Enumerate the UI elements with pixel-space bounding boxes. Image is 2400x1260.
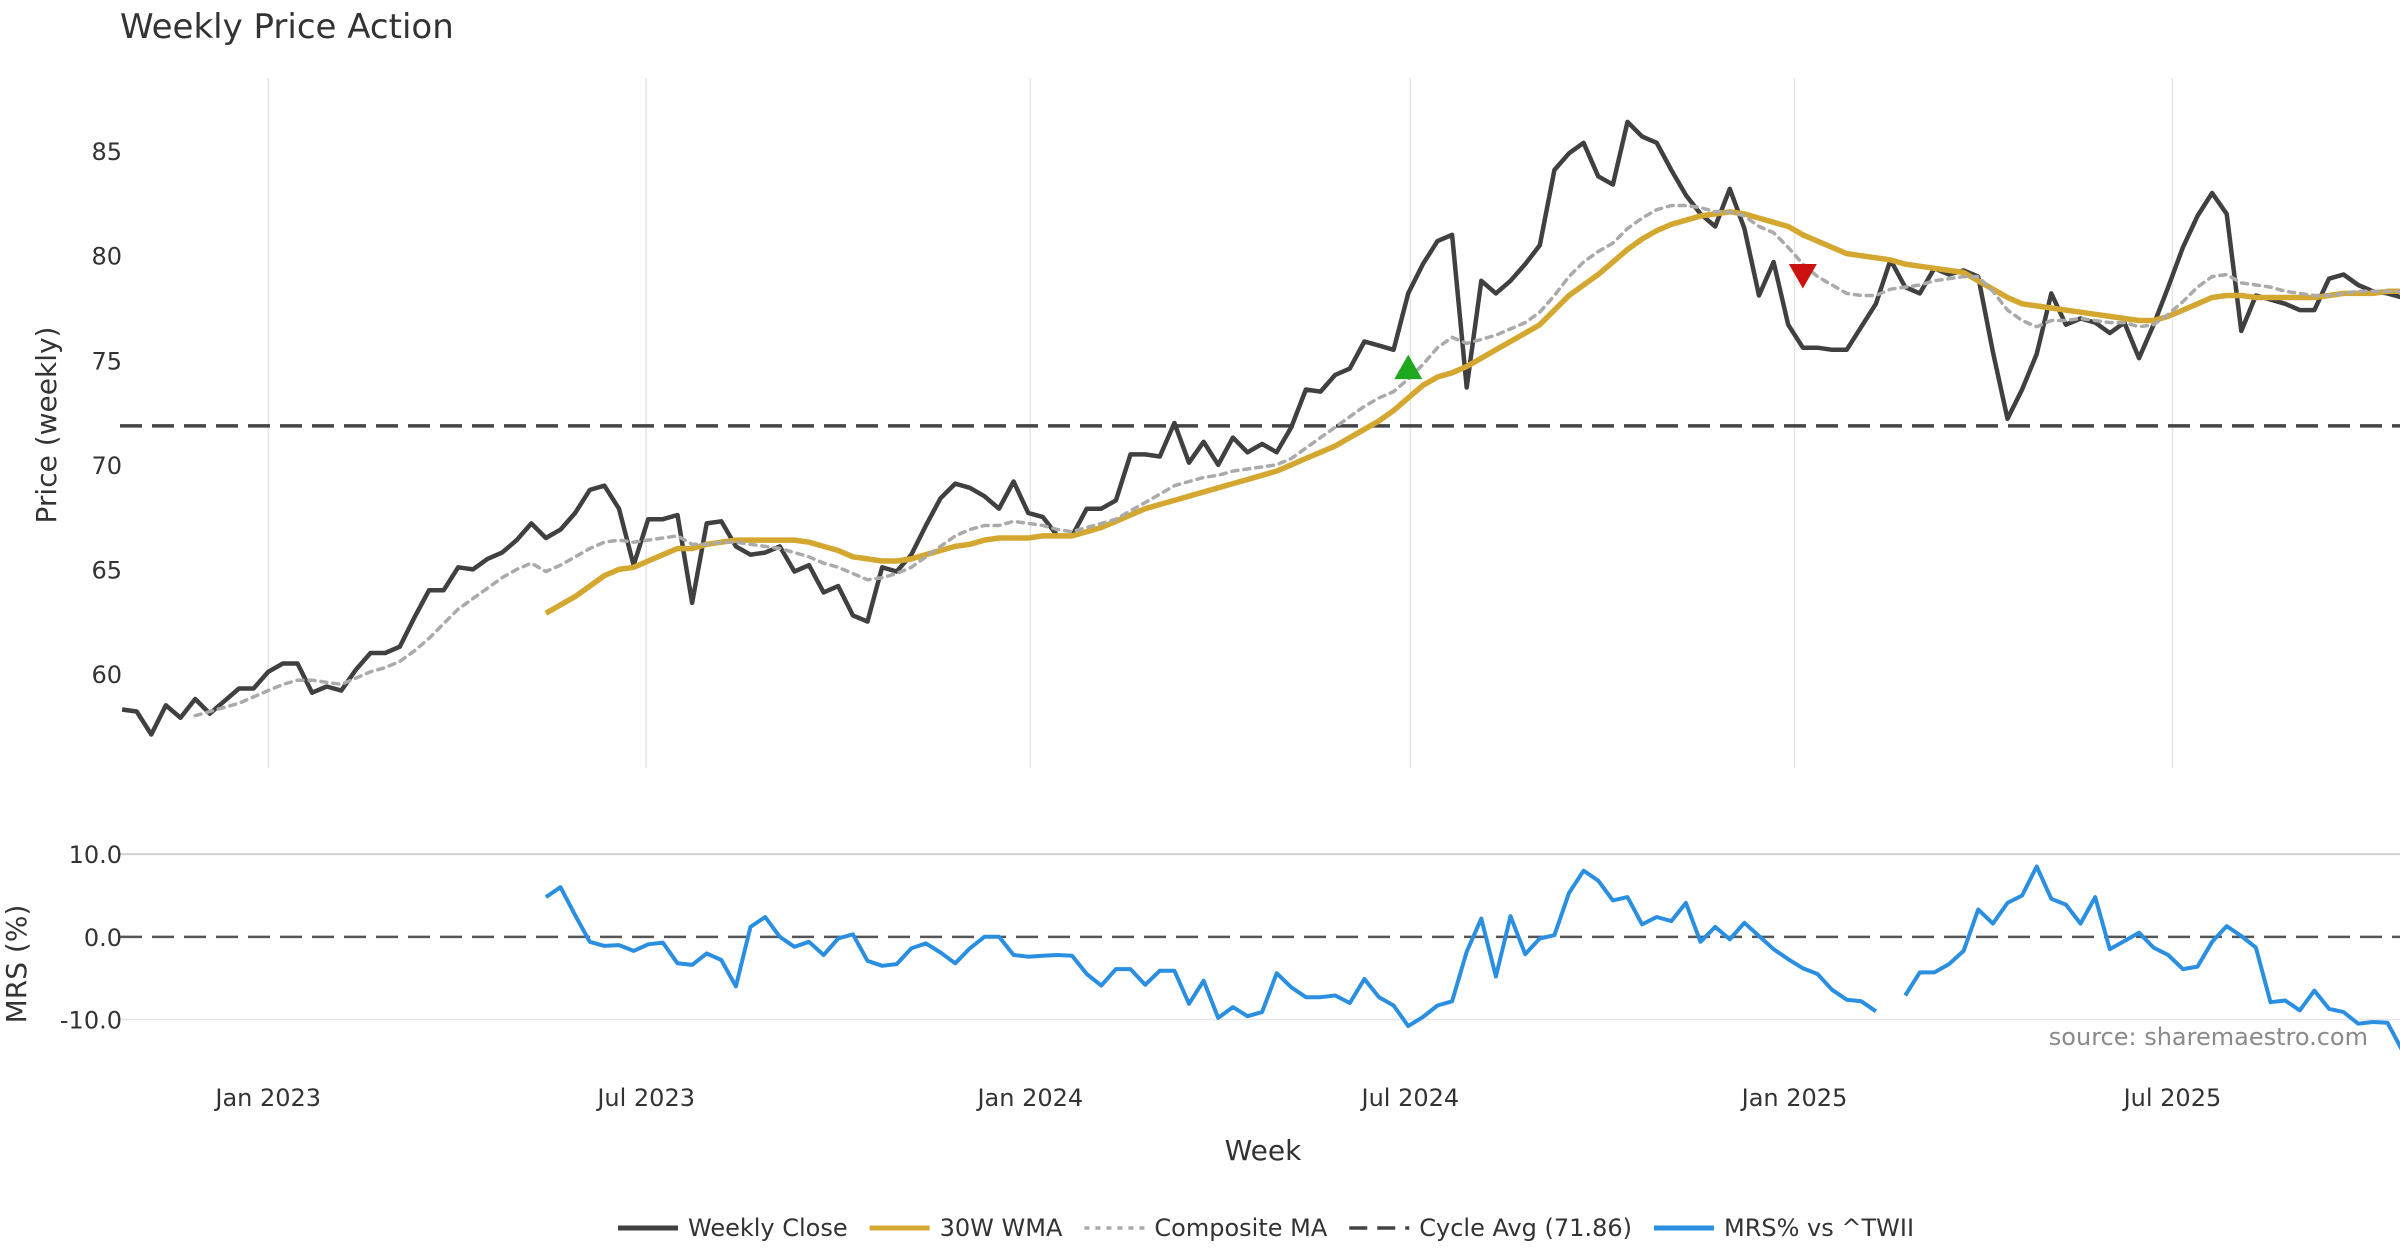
series-mrs-vs-twii — [544, 864, 2400, 1051]
source-credit: source: sharemaestro.com — [2049, 1023, 2368, 1051]
mrs-grid — [120, 853, 2400, 1021]
price-series — [121, 119, 2400, 737]
price-y-tick-label: 65 — [91, 556, 122, 584]
legend-label: Weekly Close — [688, 1214, 848, 1242]
price-y-tick-label: 85 — [91, 138, 122, 166]
sell-signal-marker — [1788, 264, 1817, 289]
x-axis-label: Week — [1225, 1134, 1302, 1167]
mrs-series — [544, 864, 2400, 1051]
legend-label: Composite MA — [1154, 1214, 1327, 1242]
price-y-tick-label: 70 — [91, 452, 122, 480]
series-30w-wma — [544, 209, 2400, 616]
price-y-tick-label: 75 — [91, 347, 122, 375]
x-tick-label: Jan 2025 — [1740, 1084, 1848, 1112]
legend-label: 30W WMA — [940, 1214, 1063, 1242]
price-y-ticks: 60 65 70 75 80 85 — [91, 138, 122, 689]
mrs-y-ticks: 10.0 0.0 -10.0 — [60, 841, 122, 1034]
x-axis-ticks: Jan 2023 Jul 2023 Jan 2024 Jul 2024 Jan 2025… — [213, 1084, 2221, 1112]
x-tick-label: Jul 2025 — [2122, 1084, 2222, 1112]
mrs-y-axis-label: MRS (%) — [0, 905, 33, 1024]
legend-label: Cycle Avg (71.86) — [1419, 1214, 1632, 1242]
buy-signal-marker — [1394, 354, 1423, 380]
price-y-axis-label: Price (weekly) — [30, 327, 63, 524]
price-grid — [267, 78, 2174, 768]
legend: Weekly Close 30W WMA Composite MA Cycle Avg… — [618, 1214, 1914, 1242]
signal-markers — [1394, 264, 1817, 380]
mrs-y-tick-label: -10.0 — [60, 1007, 122, 1035]
series-composite-ma — [193, 203, 2400, 718]
mrs-y-tick-label: 10.0 — [69, 841, 122, 869]
x-tick-label: Jul 2024 — [1359, 1084, 1459, 1112]
x-tick-label: Jan 2023 — [213, 1084, 321, 1112]
legend-label: MRS% vs ^TWII — [1724, 1214, 1914, 1242]
x-tick-label: Jan 2024 — [975, 1084, 1083, 1112]
series-weekly-close — [121, 119, 2400, 737]
mrs-y-tick-label: 0.0 — [84, 924, 122, 952]
chart-title: Weekly Price Action — [120, 7, 454, 47]
price-y-tick-label: 60 — [91, 661, 122, 689]
price-y-tick-label: 80 — [91, 243, 122, 271]
x-tick-label: Jul 2023 — [595, 1084, 695, 1112]
